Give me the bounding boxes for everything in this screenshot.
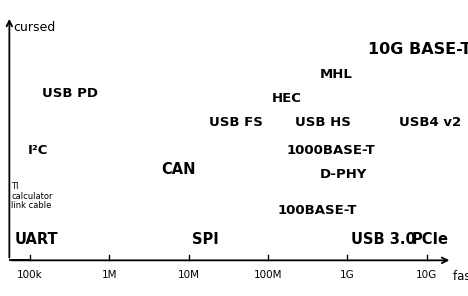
Text: cursed: cursed [13, 21, 56, 34]
Text: 100k: 100k [17, 270, 43, 280]
Text: 10G: 10G [416, 270, 438, 280]
Text: SPI: SPI [192, 232, 219, 247]
Text: USB FS: USB FS [209, 116, 263, 129]
Text: 1G: 1G [340, 270, 355, 280]
Text: USB PD: USB PD [42, 87, 97, 100]
Text: 1M: 1M [102, 270, 117, 280]
Text: CAN: CAN [161, 162, 196, 176]
Text: TI
calculator
link cable: TI calculator link cable [11, 182, 53, 210]
Text: PCIe: PCIe [412, 232, 449, 247]
Text: D-PHY: D-PHY [320, 168, 367, 181]
Text: USB4 v2: USB4 v2 [399, 116, 461, 129]
Text: HEC: HEC [271, 92, 301, 105]
Text: 100M: 100M [254, 270, 282, 280]
Text: 100BASE-T: 100BASE-T [277, 204, 357, 217]
Text: I²C: I²C [28, 144, 49, 157]
Text: USB HS: USB HS [295, 116, 351, 129]
Text: UART: UART [15, 232, 59, 247]
Text: USB 3.0: USB 3.0 [351, 232, 416, 247]
Text: 10M: 10M [178, 270, 200, 280]
Text: fast [bit/s]: fast [bit/s] [453, 270, 468, 283]
Text: 10G BASE-T: 10G BASE-T [368, 42, 468, 57]
Text: 1000BASE-T: 1000BASE-T [286, 144, 375, 157]
Text: MHL: MHL [320, 68, 353, 81]
